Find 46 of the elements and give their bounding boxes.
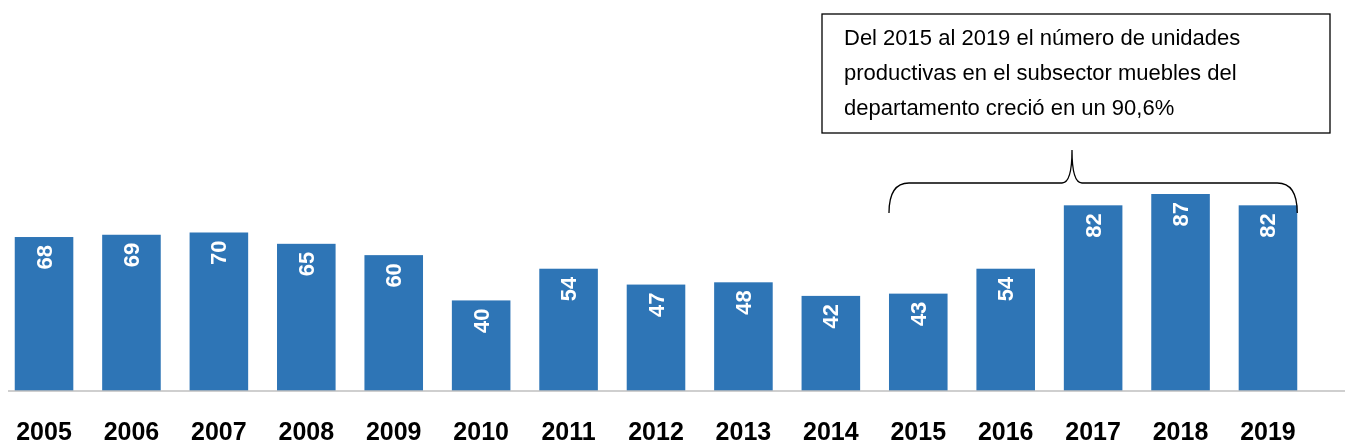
x-tick-label: 2006	[103, 417, 160, 445]
x-tick-label: 2010	[453, 417, 509, 445]
x-tick-label: 2013	[715, 417, 772, 445]
bar	[801, 295, 861, 391]
bar	[1238, 205, 1298, 391]
x-tick-label: 2005	[16, 417, 72, 445]
bar	[626, 284, 686, 391]
data-label: 70	[206, 240, 232, 265]
bar	[364, 255, 424, 391]
data-label: 48	[730, 290, 756, 315]
bar	[1151, 194, 1210, 391]
x-tick-label: 2019	[1240, 417, 1296, 445]
bar	[976, 268, 1035, 391]
x-tick-label: 2015	[890, 417, 947, 445]
x-tick-label: 2016	[977, 417, 1034, 445]
x-tick-label: 2017	[1065, 417, 1121, 445]
x-tick-label: 2018	[1152, 417, 1209, 445]
x-tick-label: 2009	[365, 417, 422, 445]
data-label: 54	[556, 275, 582, 302]
data-label: 43	[905, 301, 931, 327]
bar	[1063, 205, 1123, 391]
data-label: 82	[1080, 213, 1106, 238]
bar	[102, 234, 161, 391]
data-label: 42	[818, 303, 844, 329]
x-tick-label: 2012	[628, 417, 684, 445]
data-label: 65	[293, 251, 319, 277]
data-label: 47	[643, 292, 669, 318]
bar	[539, 268, 598, 391]
x-tick-label: 2008	[278, 417, 335, 445]
bar	[189, 232, 249, 391]
data-label: 54	[993, 275, 1019, 302]
x-tick-label: 2007	[191, 417, 247, 445]
bar	[888, 293, 948, 391]
text: Del 2015 al 2019 el número de unidades productivas en el subsector muebles del departamento creció en un 90,6%	[844, 25, 1241, 120]
bar	[14, 237, 74, 391]
bar	[451, 300, 511, 391]
data-label: 82	[1255, 213, 1281, 238]
x-tick-label: 2014	[803, 417, 859, 445]
data-label: 69	[118, 242, 144, 268]
bar	[277, 243, 336, 391]
data-label: 40	[468, 308, 494, 333]
data-label: 68	[31, 245, 57, 270]
data-label: 60	[381, 263, 407, 288]
data-label: 87	[1168, 202, 1194, 227]
bar	[714, 282, 773, 391]
x-tick-label: 2011	[541, 417, 596, 445]
